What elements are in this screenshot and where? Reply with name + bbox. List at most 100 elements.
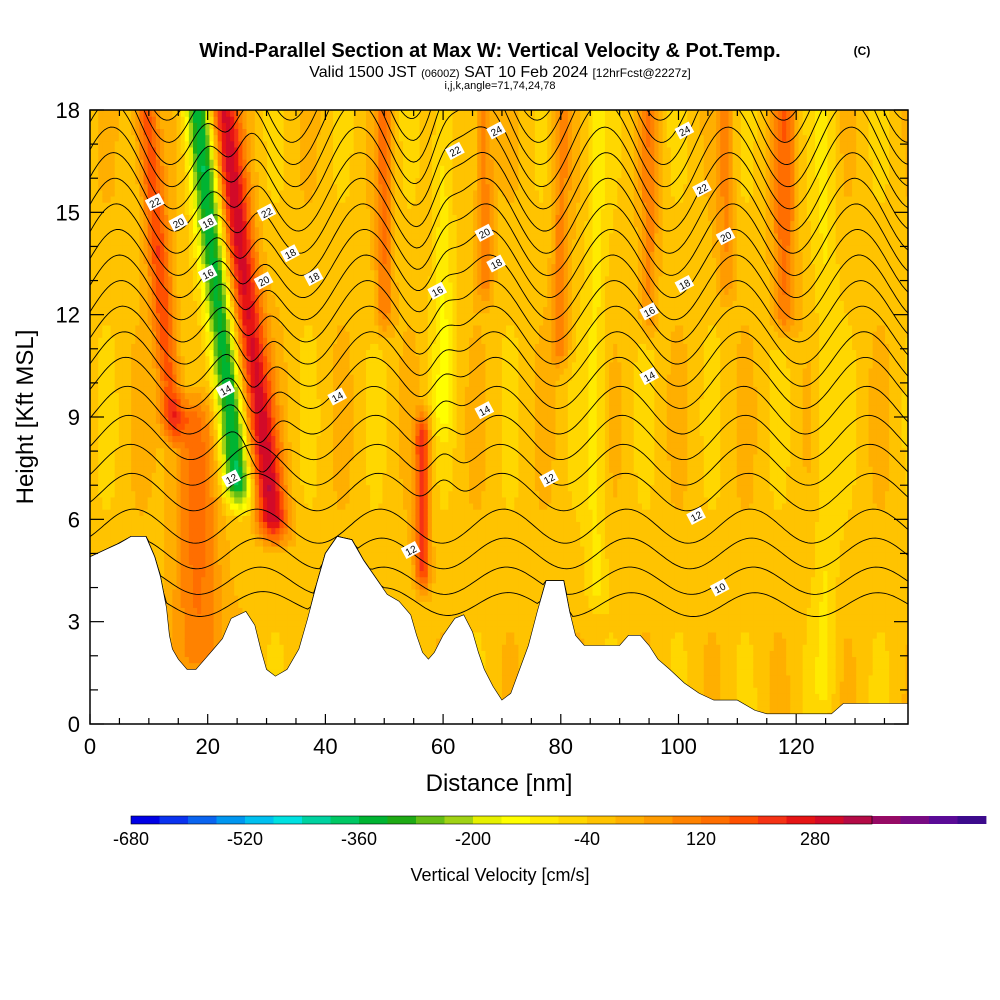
velocity-cell (122, 122, 128, 130)
velocity-cell (287, 447, 293, 455)
velocity-cell (184, 306, 190, 314)
velocity-cell (201, 582, 206, 590)
velocity-cell (271, 527, 276, 535)
velocity-cell (246, 453, 252, 461)
velocity-cell (135, 269, 141, 277)
velocity-cell (238, 423, 244, 430)
velocity-cell (151, 459, 157, 467)
velocity-cell (250, 165, 256, 172)
velocity-cell (160, 527, 165, 535)
velocity-cell (188, 232, 194, 240)
velocity-cell (258, 220, 264, 228)
velocity-cell (139, 453, 145, 461)
velocity-cell (147, 509, 153, 516)
velocity-cell (258, 539, 264, 547)
velocity-cell (176, 521, 182, 529)
velocity-cell (201, 490, 206, 498)
velocity-cell (188, 613, 194, 621)
velocity-cell (172, 324, 178, 332)
velocity-cell (188, 650, 194, 658)
velocity-cell (172, 631, 178, 639)
velocity-cell (287, 146, 293, 154)
velocity-cell (160, 552, 165, 559)
velocity-cell (143, 453, 149, 461)
velocity-cell (160, 398, 165, 406)
velocity-cell (176, 509, 182, 516)
velocity-cell (188, 331, 194, 338)
velocity-cell (106, 367, 112, 375)
velocity-cell (147, 128, 153, 136)
velocity-cell (242, 404, 248, 412)
velocity-cell (172, 238, 178, 246)
velocity-cell (135, 324, 141, 332)
velocity-cell (250, 558, 256, 565)
velocity-cell (155, 502, 161, 510)
velocity-cell (102, 343, 108, 351)
velocity-cell (283, 447, 289, 455)
velocity-cell (155, 165, 161, 172)
velocity-cell (188, 644, 194, 651)
velocity-cell (172, 257, 178, 265)
velocity-cell (201, 128, 206, 136)
velocity-cell (279, 576, 285, 584)
velocity-cell (246, 466, 252, 473)
velocity-cell (151, 226, 157, 234)
velocity-cell (287, 441, 293, 449)
velocity-cell (168, 294, 173, 301)
velocity-cell (94, 410, 99, 418)
velocity-cell (275, 527, 281, 535)
velocity-cell (258, 441, 264, 449)
velocity-cell (90, 380, 95, 387)
velocity-cell (254, 128, 260, 136)
velocity-cell (230, 490, 235, 498)
velocity-cell (110, 435, 116, 443)
velocity-cell (287, 318, 293, 326)
velocity-cell (155, 208, 161, 215)
velocity-cell (176, 134, 182, 142)
velocity-cell (258, 380, 264, 387)
velocity-cell (94, 146, 99, 154)
velocity-cell (98, 324, 103, 332)
velocity-cell (180, 453, 186, 461)
velocity-cell (90, 263, 95, 271)
velocity-cell (90, 165, 95, 172)
velocity-cell (267, 638, 272, 645)
velocity-cell (176, 263, 182, 271)
valid-date: SAT 10 Feb 2024 (464, 64, 588, 81)
velocity-cell (122, 281, 128, 289)
velocity-cell (184, 582, 190, 590)
velocity-cell (176, 607, 182, 615)
velocity-cell (201, 331, 206, 338)
velocity-cell (155, 515, 161, 522)
velocity-cell (254, 576, 260, 584)
velocity-cell (160, 367, 165, 375)
velocity-cell (98, 183, 103, 191)
velocity-cell (254, 232, 260, 240)
velocity-cell (122, 472, 128, 479)
velocity-cell (230, 281, 235, 289)
velocity-cell (205, 128, 211, 136)
velocity-cell (205, 582, 211, 590)
velocity-cell (217, 349, 223, 357)
copyright-mark: (C) (854, 44, 871, 58)
velocity-cell (94, 331, 99, 338)
velocity-cell (242, 214, 248, 222)
velocity-cell (168, 146, 173, 154)
velocity-cell (155, 558, 161, 565)
velocity-cell (225, 226, 231, 234)
velocity-cell (254, 146, 260, 154)
velocity-cell (155, 496, 161, 504)
velocity-cell (180, 122, 186, 130)
velocity-cell (98, 134, 103, 142)
velocity-cell (192, 146, 198, 154)
velocity-cell (110, 226, 116, 234)
velocity-cell (131, 318, 136, 326)
velocity-cell (90, 189, 95, 197)
velocity-cell (155, 533, 161, 541)
velocity-cell (213, 202, 219, 209)
velocity-cell (225, 288, 231, 295)
velocity-cell (164, 374, 169, 381)
velocity-cell (143, 386, 149, 394)
velocity-cell (143, 146, 149, 154)
velocity-cell (160, 214, 165, 222)
